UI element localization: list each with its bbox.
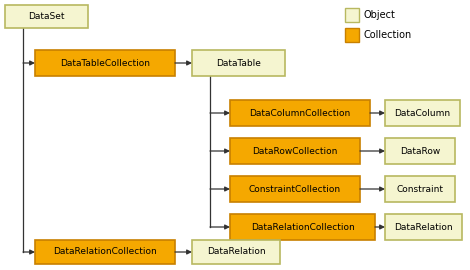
Text: DataRelation: DataRelation [394,222,453,231]
Text: Object: Object [364,10,396,20]
Bar [385,176,455,202]
Bar [345,8,359,22]
Text: Constraint: Constraint [397,184,444,194]
Bar [385,138,455,164]
Text: DataRowCollection: DataRowCollection [252,147,337,156]
Bar [35,50,175,76]
Bar [345,28,359,42]
Bar [230,138,360,164]
Text: DataSet: DataSet [28,12,65,21]
Text: DataColumn: DataColumn [394,109,451,117]
Bar [35,240,175,264]
Bar [5,5,88,28]
Bar [230,176,360,202]
Text: DataRelationCollection: DataRelationCollection [251,222,354,231]
Bar [385,214,462,240]
Text: DataTableCollection: DataTableCollection [60,59,150,68]
Bar [230,100,370,126]
Text: Collection: Collection [364,30,412,40]
Text: DataRow: DataRow [400,147,440,156]
Text: DataTable: DataTable [216,59,261,68]
Bar [192,240,280,264]
Text: DataRelation: DataRelation [207,248,265,256]
Text: ConstraintCollection: ConstraintCollection [249,184,341,194]
Bar [230,214,375,240]
Text: DataColumnCollection: DataColumnCollection [250,109,351,117]
Bar [385,100,460,126]
Text: DataRelationCollection: DataRelationCollection [53,248,157,256]
Bar [192,50,285,76]
